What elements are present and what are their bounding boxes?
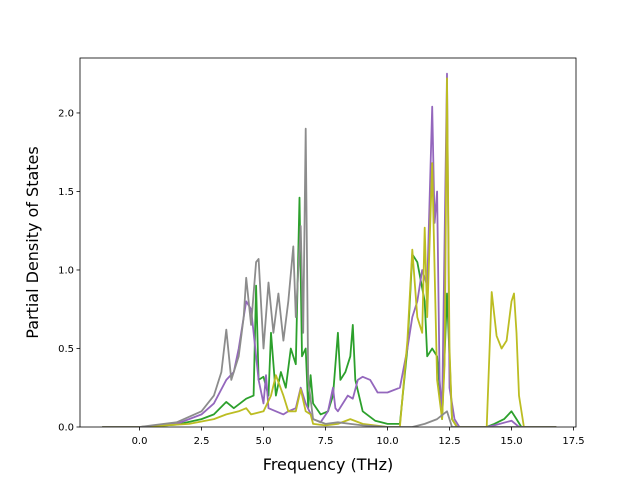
axes-frame — [79, 57, 577, 428]
y-tick-label: 2.0 — [58, 108, 74, 119]
series-line-4 — [102, 127, 557, 427]
y-tick-label: 0.5 — [58, 344, 74, 355]
x-tick-label: 17.5 — [562, 436, 584, 447]
x-axis-ticks: 0.0 2.5 5.0 7.5 10.0 12.5 15.0 17.5 — [132, 427, 585, 447]
x-tick-label: 7.5 — [318, 436, 334, 447]
x-tick-label: 10.0 — [376, 436, 398, 447]
x-tick-label: 12.5 — [438, 436, 460, 447]
y-tick-label: 1.0 — [58, 265, 74, 276]
y-tick-label: 1.5 — [58, 187, 74, 198]
x-axis-label: Frequency (THz) — [263, 455, 393, 474]
x-tick-label: 0.0 — [132, 436, 148, 447]
series-line-3 — [102, 77, 557, 427]
x-tick-label: 5.0 — [256, 436, 272, 447]
y-tick-label: 0.0 — [58, 423, 74, 434]
series-layer — [102, 72, 557, 427]
x-tick-label: 2.5 — [194, 436, 210, 447]
y-axis-label: Partial Density of States — [23, 146, 42, 338]
series-line-2 — [102, 72, 557, 427]
x-tick-label: 15.0 — [500, 436, 522, 447]
y-axis-ticks: 0.0 0.5 1.0 1.5 2.0 — [58, 108, 80, 434]
